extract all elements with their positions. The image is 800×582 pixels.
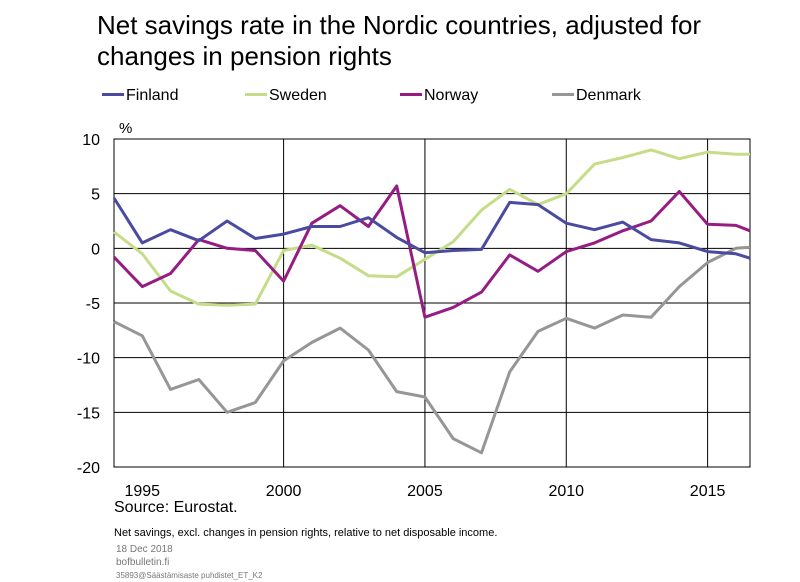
legend-swatch-finland bbox=[102, 93, 124, 97]
publish-date: 18 Dec 2018 bbox=[116, 544, 173, 555]
legend-item-finland: Finland bbox=[102, 86, 178, 106]
y-tick-label: 5 bbox=[91, 187, 100, 204]
chart-title: Net savings rate in the Nordic countries… bbox=[97, 10, 702, 71]
x-tick-label: 2000 bbox=[266, 483, 302, 500]
y-tick-label: -15 bbox=[77, 405, 100, 422]
x-tick-label: 2010 bbox=[548, 483, 584, 500]
series-line-finland bbox=[112, 197, 751, 260]
y-tick-label: 0 bbox=[91, 241, 100, 258]
x-tick-label: 2015 bbox=[690, 483, 726, 500]
legend-label-norway: Norway bbox=[424, 87, 479, 104]
legend-item-sweden: Sweden bbox=[245, 86, 327, 106]
x-tick-label: 2005 bbox=[407, 483, 443, 500]
series-line-norway bbox=[112, 184, 751, 319]
footnote: Net savings, excl. changes in pension ri… bbox=[114, 527, 498, 539]
y-axis-label: % bbox=[119, 120, 132, 137]
chart-legend: Finland Sweden Norway Denmark bbox=[95, 86, 735, 106]
legend-label-sweden: Sweden bbox=[269, 87, 327, 104]
plot-frame bbox=[113, 138, 751, 468]
x-tick-label: 1995 bbox=[124, 483, 160, 500]
y-tick-label: -5 bbox=[86, 296, 100, 313]
legend-swatch-denmark bbox=[552, 93, 574, 97]
legend-swatch-norway bbox=[400, 93, 422, 97]
y-tick-label: -10 bbox=[77, 351, 100, 368]
site-name: bofbulletin.fi bbox=[116, 557, 170, 568]
source-note: Source: Eurostat. bbox=[114, 499, 238, 516]
file-id: 35893@Säästämisaste puhdistet_ET_K2 bbox=[116, 571, 263, 580]
series-line-denmark bbox=[113, 245, 751, 455]
y-tick-label: 10 bbox=[82, 132, 100, 149]
legend-item-norway: Norway bbox=[400, 86, 478, 106]
series-line-sweden bbox=[113, 148, 750, 307]
y-tick-label: -20 bbox=[77, 460, 100, 477]
legend-label-finland: Finland bbox=[126, 87, 179, 104]
legend-swatch-sweden bbox=[245, 93, 267, 97]
legend-label-denmark: Denmark bbox=[576, 87, 641, 104]
legend-item-denmark: Denmark bbox=[552, 86, 641, 106]
